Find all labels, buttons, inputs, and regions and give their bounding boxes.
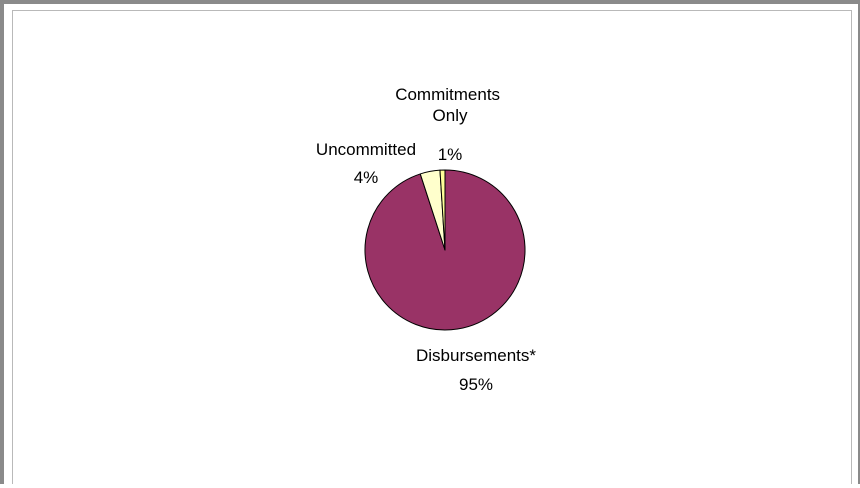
slice-percent-commitments-only: 1% bbox=[438, 145, 463, 164]
slice-label-commitments-only: Commitments Only bbox=[395, 85, 505, 125]
pie-chart: Commitments Only 1% Uncommitted 4% Disbu… bbox=[316, 85, 536, 394]
slice-percent-disbursements: 95% bbox=[459, 375, 493, 394]
slice-label-commitments-only-line-1: Commitments bbox=[395, 85, 500, 104]
pie-labels: Commitments Only 1% Uncommitted 4% Disbu… bbox=[316, 85, 536, 394]
slice-label-commitments-only-line-2: Only bbox=[433, 106, 468, 125]
slice-percent-uncommitted: 4% bbox=[354, 168, 379, 187]
slice-label-disbursements: Disbursements* bbox=[416, 346, 536, 365]
pie-slices bbox=[364, 169, 526, 331]
slice-label-uncommitted: Uncommitted bbox=[316, 140, 416, 159]
slice-commitments-only bbox=[439, 169, 446, 251]
